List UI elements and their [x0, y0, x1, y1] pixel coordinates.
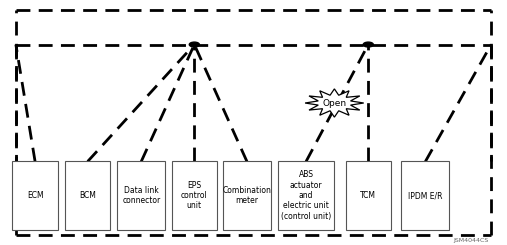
- Text: ECM: ECM: [27, 191, 44, 200]
- Circle shape: [363, 42, 373, 47]
- FancyBboxPatch shape: [346, 161, 391, 230]
- Text: BCM: BCM: [79, 191, 96, 200]
- Text: JSM4044CS: JSM4044CS: [453, 238, 489, 243]
- Text: EPS
control
unit: EPS control unit: [181, 181, 208, 210]
- Text: Combination
meter: Combination meter: [223, 186, 271, 205]
- FancyBboxPatch shape: [223, 161, 271, 230]
- FancyBboxPatch shape: [12, 161, 58, 230]
- Polygon shape: [305, 89, 364, 117]
- FancyBboxPatch shape: [171, 161, 217, 230]
- Circle shape: [189, 42, 199, 47]
- FancyBboxPatch shape: [278, 161, 334, 230]
- FancyBboxPatch shape: [402, 161, 449, 230]
- Text: TCM: TCM: [360, 191, 376, 200]
- Text: IPDM E/R: IPDM E/R: [408, 191, 443, 200]
- Text: Open: Open: [322, 98, 346, 108]
- Text: Data link
connector: Data link connector: [122, 186, 160, 205]
- FancyBboxPatch shape: [65, 161, 111, 230]
- FancyBboxPatch shape: [117, 161, 165, 230]
- Text: ABS
actuator
and
electric unit
(control unit): ABS actuator and electric unit (control …: [281, 170, 331, 221]
